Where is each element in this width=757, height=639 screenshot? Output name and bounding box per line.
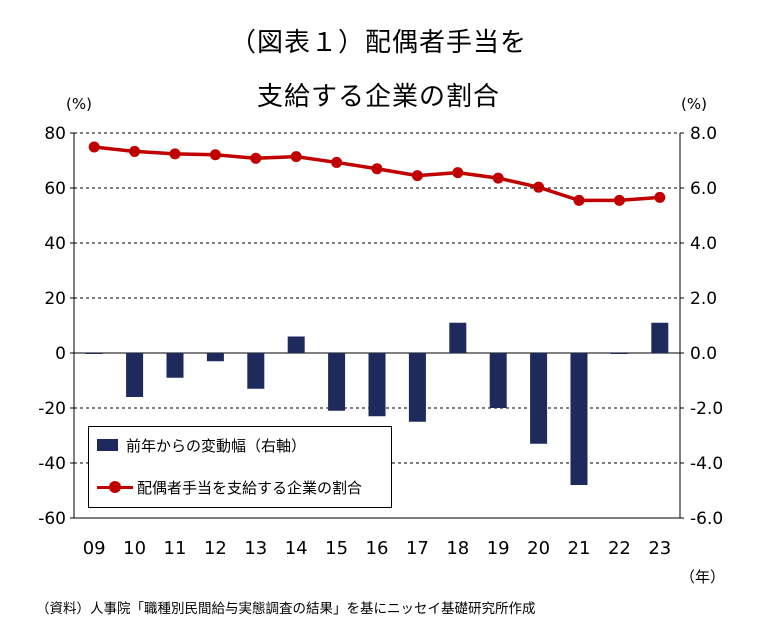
legend-bar-label: 前年からの変動幅（右軸）	[126, 436, 307, 455]
x-tick-label: 11	[164, 538, 187, 559]
legend-bar-swatch	[97, 439, 118, 451]
right-tick-label: 0.0	[690, 344, 717, 364]
line-point	[209, 149, 221, 161]
legend-item-bar: 前年からの変動幅（右軸）	[89, 435, 306, 455]
x-tick-label: 14	[285, 538, 308, 559]
bar	[85, 353, 103, 354]
right-tick-label: -2.0	[690, 399, 723, 419]
bar	[610, 353, 628, 354]
right-tick-label: 6.0	[690, 179, 717, 199]
bar	[408, 353, 426, 422]
line-point	[88, 141, 100, 153]
bar	[328, 353, 346, 411]
x-tick-label: 20	[527, 538, 550, 559]
x-tick-label: 10	[123, 538, 146, 559]
x-tick-label: 12	[204, 538, 227, 559]
line-point	[290, 151, 302, 163]
left-tick-label: -60	[38, 509, 66, 529]
bar	[651, 322, 669, 353]
x-tick-label: 16	[366, 538, 389, 559]
legend-line-label: 配偶者手当を支給する企業の割合	[137, 478, 363, 497]
line-point	[129, 145, 141, 157]
left-tick-label: 0	[55, 344, 66, 364]
x-tick-label: 15	[325, 538, 348, 559]
right-tick-label: 8.0	[690, 124, 717, 144]
left-tick-label: 40	[44, 234, 66, 254]
legend: 前年からの変動幅（右軸） 配偶者手当を支給する企業の割合	[88, 426, 392, 508]
bar	[206, 353, 224, 362]
line-point	[452, 167, 464, 179]
line-point	[169, 148, 181, 160]
source-note: （資料）人事院「職種別民間給与実態調査の結果」を基にニッセイ基礎研究所作成	[36, 601, 536, 617]
legend-item-line: 配偶者手当を支給する企業の割合	[89, 477, 362, 497]
bar	[287, 336, 305, 353]
x-tick-label: 19	[487, 538, 510, 559]
bar	[368, 353, 386, 417]
left-tick-label: 20	[44, 289, 66, 309]
line-point	[573, 194, 585, 206]
x-tick-label: 18	[446, 538, 469, 559]
line-point	[654, 191, 666, 203]
bar	[530, 353, 548, 444]
bar	[126, 353, 144, 397]
x-axis-unit: （年）	[680, 568, 726, 586]
left-tick-label: -40	[38, 454, 66, 474]
x-tick-label: 17	[406, 538, 429, 559]
x-tick-label: 22	[608, 538, 631, 559]
x-tick-label: 23	[648, 538, 671, 559]
line-point	[533, 181, 545, 193]
bar	[570, 353, 588, 485]
line-point	[411, 170, 423, 182]
right-tick-label: -4.0	[690, 454, 723, 474]
right-tick-label: 4.0	[690, 234, 717, 254]
left-axis-unit: (%)	[66, 95, 92, 113]
x-tick-label: 09	[83, 538, 106, 559]
legend-line-swatch	[97, 481, 133, 493]
bar	[449, 322, 467, 353]
bar	[489, 353, 507, 408]
line-point	[613, 194, 625, 206]
right-tick-label: 2.0	[690, 289, 717, 309]
left-tick-label: 80	[44, 124, 66, 144]
right-tick-label: -6.0	[690, 509, 723, 529]
x-tick-label: 13	[244, 538, 267, 559]
left-tick-label: 60	[44, 179, 66, 199]
line-point	[250, 152, 262, 164]
chart-title-line1: （図表１）配偶者手当を	[229, 28, 527, 58]
right-axis-unit: (%)	[681, 95, 707, 113]
chart-title-line2: 支給する企業の割合	[256, 82, 500, 112]
left-tick-label: -20	[38, 399, 66, 419]
bar	[166, 353, 184, 378]
x-tick-label: 21	[568, 538, 591, 559]
bar	[247, 353, 265, 389]
line-point	[331, 156, 343, 168]
line-point	[371, 163, 383, 175]
line-point	[492, 172, 504, 184]
